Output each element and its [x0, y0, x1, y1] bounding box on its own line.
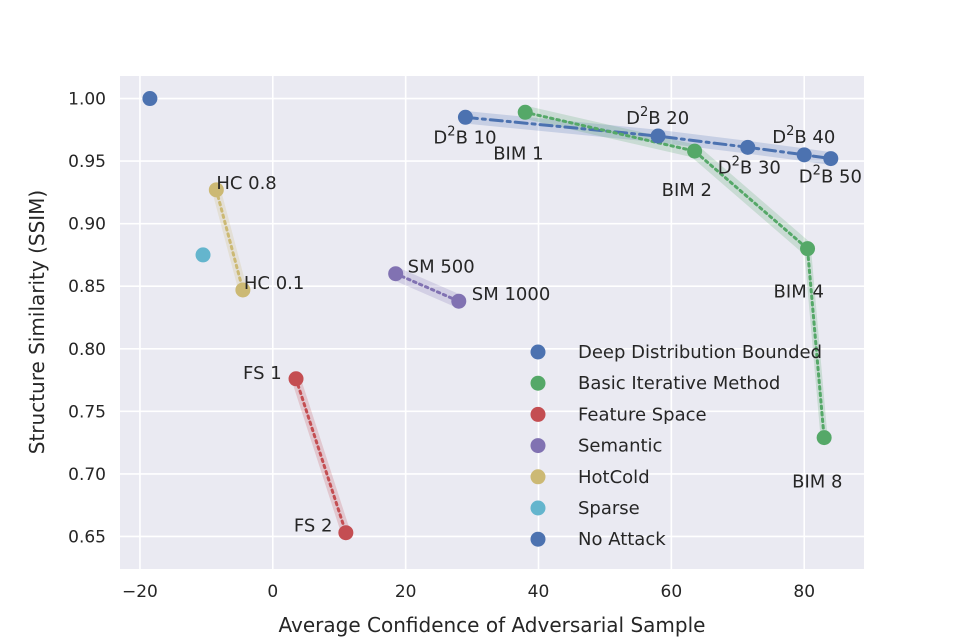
data-point [388, 266, 404, 282]
legend-entry: Feature Space [578, 404, 707, 425]
point-label: SM 1000 [472, 284, 551, 305]
point-label: BIM 8 [792, 472, 842, 493]
legend: Deep Distribution Bounded Basic Iterative… [530, 342, 822, 550]
legend-marker [530, 344, 546, 360]
point-label: FS 1 [243, 363, 282, 384]
legend-marker [530, 469, 546, 485]
data-point [517, 104, 533, 120]
y-tick-label: 1.00 [68, 90, 106, 110]
legend-marker [530, 406, 546, 422]
legend-marker [530, 438, 546, 454]
data-point [823, 151, 839, 167]
legend-marker [530, 375, 546, 391]
y-tick-label: 0.80 [68, 340, 106, 360]
x-tick-label: 80 [793, 582, 815, 602]
series-line [523, 110, 826, 440]
y-axis-label: Structure Similarity (SSIM) [25, 190, 49, 454]
series-line [394, 272, 461, 303]
point-labels: D2B 10 D2B 20 D2B 30 D2B 40 D2B 50 BIM 1 BIM 2… [216, 105, 862, 537]
legend-entry: Basic Iterative Method [578, 373, 780, 394]
point-label: HC 0.1 [244, 273, 304, 294]
data-point [288, 371, 304, 387]
legend-entry: No Attack [578, 529, 666, 550]
y-tick-label: 0.70 [68, 465, 106, 485]
data-point [338, 525, 354, 541]
point-label: D2B 10 [433, 124, 496, 148]
y-tick-label: 0.95 [68, 152, 106, 172]
y-tick-label: 0.75 [68, 402, 106, 422]
data-point [800, 241, 816, 257]
data-point [208, 182, 224, 198]
data-point [451, 293, 467, 309]
point-label: D2B 40 [772, 124, 835, 148]
data-point [796, 147, 812, 163]
grid [120, 76, 864, 569]
point-label: BIM 4 [774, 282, 824, 303]
y-tick-label: 0.65 [68, 527, 106, 547]
point-label: HC 0.8 [216, 173, 276, 194]
legend-marker [530, 531, 546, 547]
x-tick-label: 20 [395, 582, 417, 602]
y-tick-label: 0.90 [68, 215, 106, 235]
confidence-band [462, 111, 834, 165]
point-label: D2B 30 [718, 154, 781, 178]
x-tick-label: 40 [528, 582, 550, 602]
data-point [195, 247, 211, 263]
point-label: SM 500 [408, 257, 475, 278]
x-tick-label: 0 [267, 582, 278, 602]
legend-marker [530, 500, 546, 516]
point-label: BIM 1 [493, 143, 543, 164]
point-label: D2B 20 [626, 105, 689, 129]
legend-entry: Deep Distribution Bounded [578, 342, 822, 363]
plot-background [120, 76, 864, 569]
x-tick-label: −20 [122, 582, 158, 602]
point-label: BIM 2 [662, 180, 712, 201]
legend-entry: Sparse [578, 498, 640, 519]
series-line [214, 188, 245, 292]
point-label: D2B 50 [799, 164, 862, 188]
data-point [142, 91, 158, 107]
data-point [816, 430, 832, 446]
tick-labels: −20 0 20 40 60 80 0.65 0.70 0.75 0.80 0.85 0.90 0.95… [68, 90, 815, 602]
data-point [740, 139, 756, 155]
data-point [650, 128, 666, 144]
y-tick-label: 0.85 [68, 277, 106, 297]
x-tick-label: 60 [661, 582, 683, 602]
data-point [687, 143, 703, 159]
series-line [294, 377, 348, 535]
legend-entry: Semantic [578, 436, 662, 457]
data-point [235, 282, 251, 298]
x-axis-label: Average Confidence of Adversarial Sample [279, 613, 706, 637]
legend-entry: HotCold [578, 467, 650, 488]
point-label: FS 2 [294, 516, 333, 537]
data-points [142, 91, 839, 541]
data-point [457, 109, 473, 125]
